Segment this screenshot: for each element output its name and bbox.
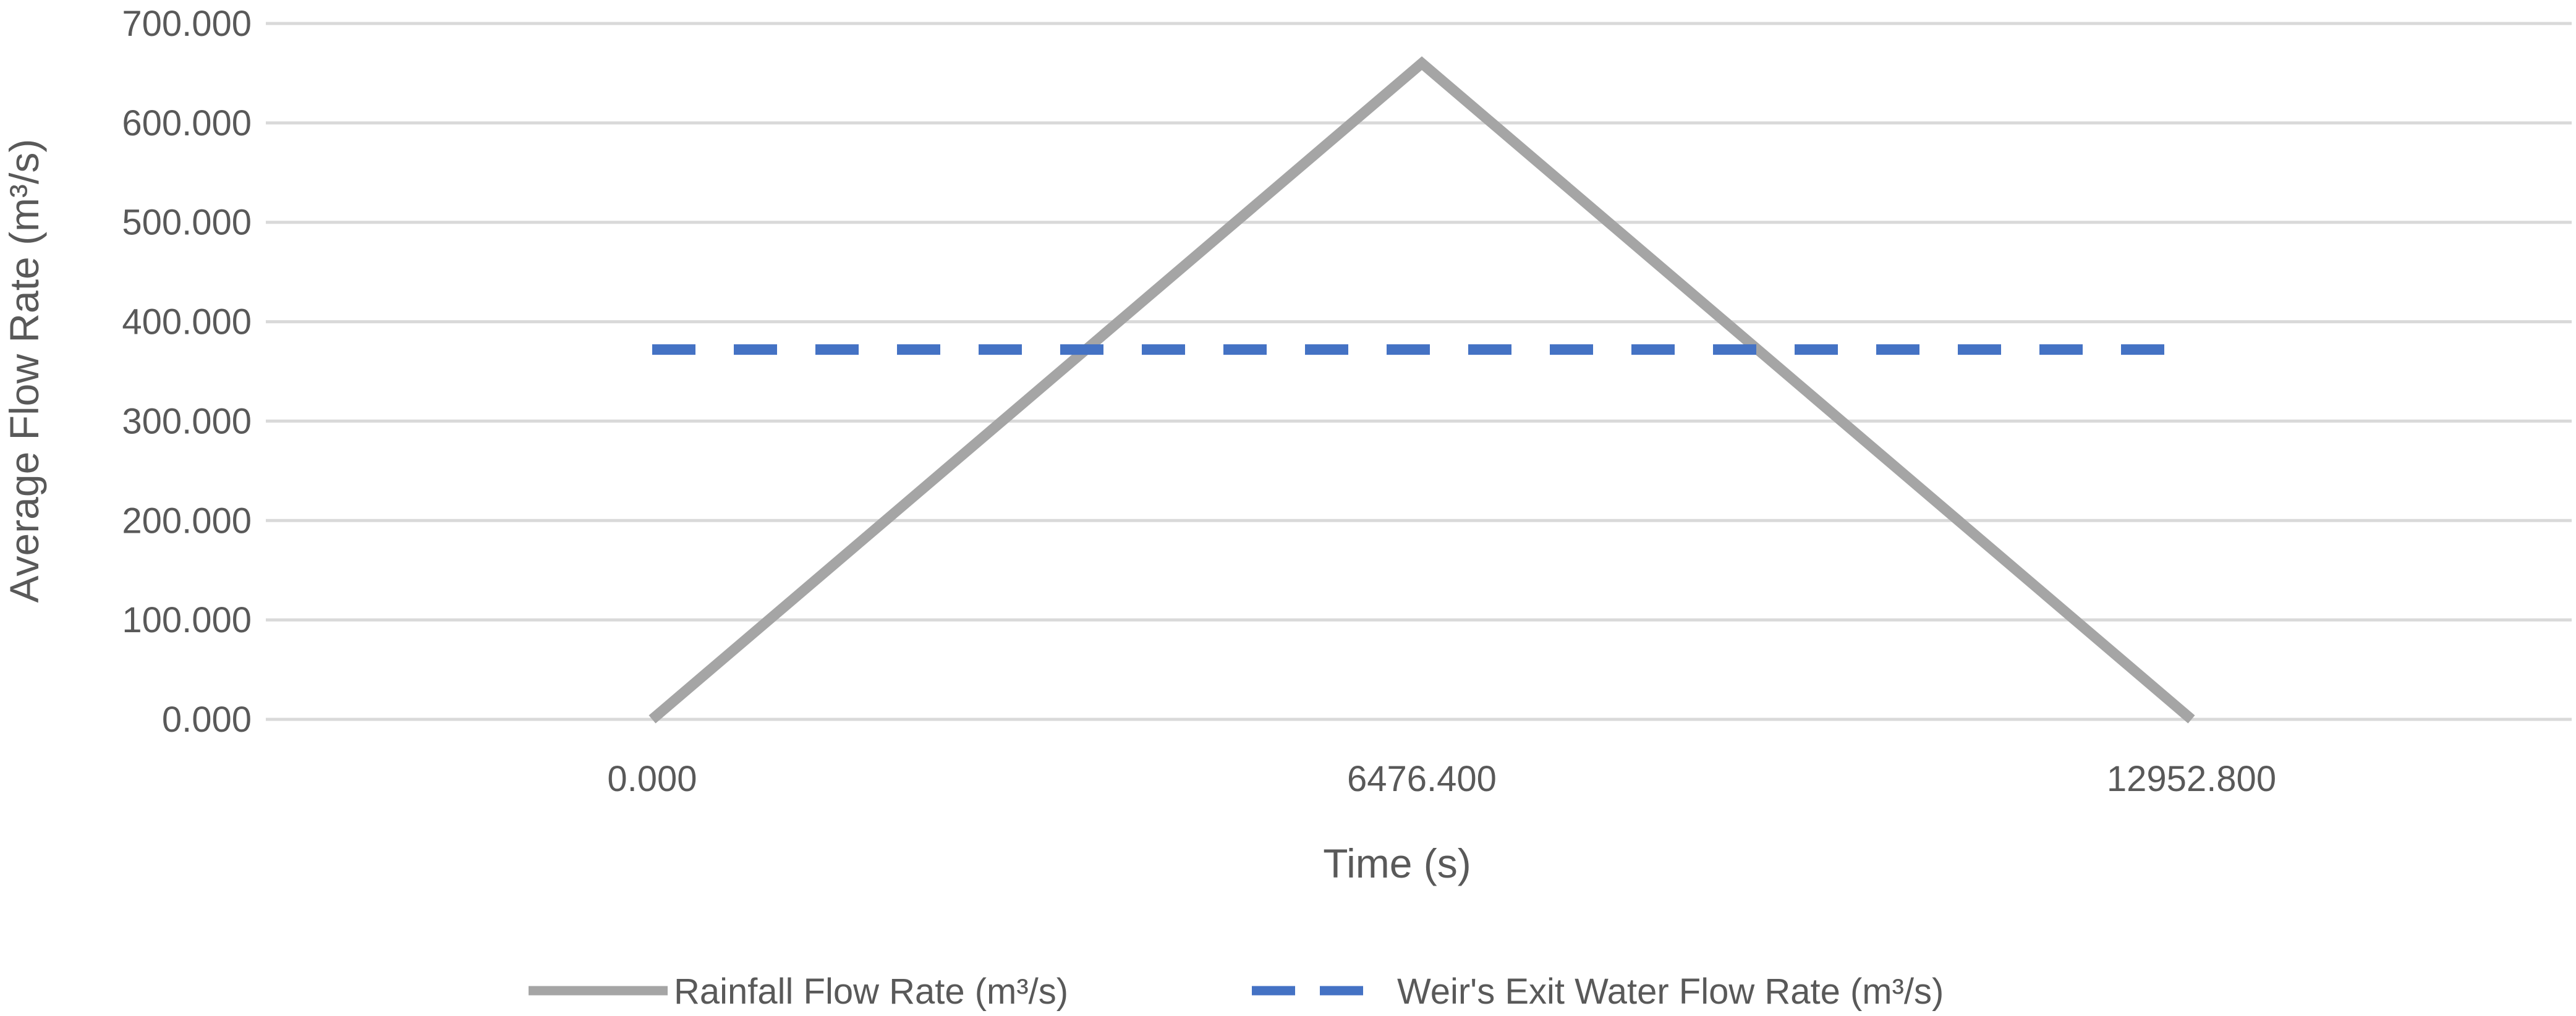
y-tick-label: 200.000 <box>122 501 252 541</box>
plot-series <box>648 56 2195 724</box>
y-tick-label: 600.000 <box>122 103 252 143</box>
x-axis-tick-labels: 0.000 6476.400 12952.800 <box>607 759 2276 799</box>
x-tick-label: 0.000 <box>607 759 697 799</box>
y-tick-label: 100.000 <box>122 600 252 640</box>
y-axis-tick-labels: 0.000 100.000 200.000 300.000 400.000 500.000… <box>122 4 252 740</box>
y-tick-label: 400.000 <box>122 302 252 342</box>
y-tick-label: 300.000 <box>122 401 252 441</box>
x-tick-label: 12952.800 <box>2107 759 2276 799</box>
x-tick-label: 6476.400 <box>1347 759 1497 799</box>
series-line-rainfall <box>648 56 2195 724</box>
y-tick-label: 0.000 <box>162 700 252 740</box>
y-axis-title: Average Flow Rate (m³/s) <box>1 139 47 603</box>
legend-label-rainfall: Rainfall Flow Rate (m³/s) <box>674 972 1068 1012</box>
x-axis-title: Time (s) <box>1323 840 1471 886</box>
y-tick-label: 700.000 <box>122 4 252 44</box>
legend-label-weir: Weir's Exit Water Flow Rate (m³/s) <box>1397 972 1944 1012</box>
legend: Rainfall Flow Rate (m³/s) Weir's Exit Wa… <box>529 972 1944 1012</box>
y-tick-label: 500.000 <box>122 203 252 243</box>
gridlines <box>266 22 2572 721</box>
